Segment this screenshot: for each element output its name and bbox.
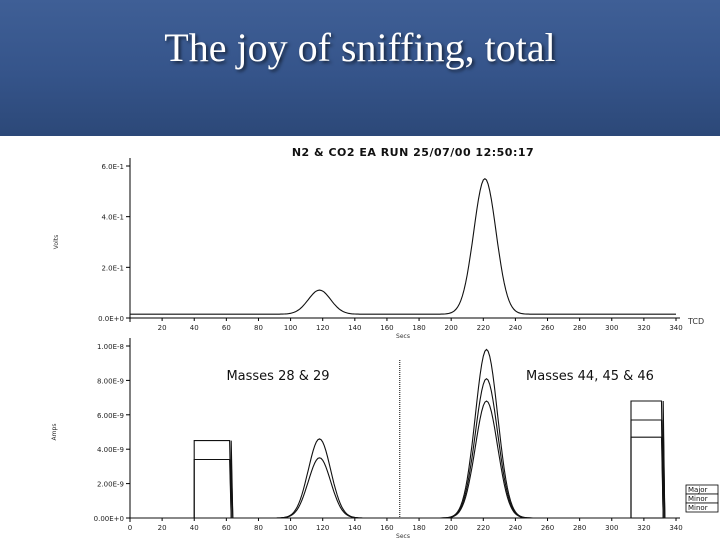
title-banner: [0, 0, 720, 136]
upper-x-tick-label: 240: [509, 324, 522, 332]
upper-y-tick-label: 2.0E-1: [101, 264, 124, 272]
lower-x-tick-label: 40: [190, 524, 199, 532]
upper-x-tick-label: 140: [348, 324, 361, 332]
right-axis-label: TCD: [687, 317, 704, 326]
upper-x-tick-label: 280: [573, 324, 586, 332]
slide-title: The joy of sniffing, total: [164, 25, 556, 70]
lower-y-tick-label: 8.00E-9: [97, 377, 124, 385]
legend-entry: Minor: [688, 504, 708, 512]
lower-y-tick-label: 2.00E-9: [97, 481, 124, 489]
lower-x-tick-label: 20: [158, 524, 167, 532]
lower-x-tick-label: 80: [254, 524, 263, 532]
lower-y-tick-label: 6.00E-9: [97, 412, 124, 420]
lower-x-tick-label: 0: [128, 524, 132, 532]
lower-y-tick-label: 0.00E+0: [94, 515, 124, 523]
lower-x-tick-label: 320: [637, 524, 650, 532]
upper-x-label: Secs: [396, 333, 410, 340]
upper-x-tick-label: 260: [541, 324, 554, 332]
lower-x-tick-label: 280: [573, 524, 586, 532]
lower-x-tick-label: 120: [316, 524, 329, 532]
lower-x-label: Secs: [396, 533, 410, 540]
legend-box: [685, 502, 719, 513]
lower-x-tick-label: 220: [477, 524, 490, 532]
upper-x-tick-label: 320: [637, 324, 650, 332]
upper-x-tick-label: 300: [605, 324, 618, 332]
upper-x-tick-label: 220: [477, 324, 490, 332]
chromatogram-figure: 0.0E+0 2.0E-1 4.0E-1 6.0E-1 20 40 60 80 100 120 14…: [0, 136, 720, 540]
lower-x-tick-label: 100: [284, 524, 297, 532]
lower-x-tick-label: 260: [541, 524, 554, 532]
lower-series-3-trace: [130, 400, 676, 519]
legend-entry: Minor: [688, 495, 708, 503]
lower-x-tick-label: 240: [509, 524, 522, 532]
upper-y-tick-label: 6.0E-1: [101, 163, 124, 171]
lower-x-tick-label: 60: [222, 524, 231, 532]
upper-x-tick-label: 340: [669, 324, 682, 332]
lower-y-label: Amps: [51, 424, 58, 441]
upper-x-tick-label: 200: [444, 324, 457, 332]
upper-x-tick-label: 100: [284, 324, 297, 332]
upper-x-tick-label: 120: [316, 324, 329, 332]
lower-y-tick-label: 1.00E-8: [97, 343, 124, 351]
lower-x-tick-label: 300: [605, 524, 618, 532]
lower-series-2-trace: [130, 377, 676, 519]
legend-entry: Major: [688, 486, 708, 494]
chromatogram-svg: 0.0E+0 2.0E-1 4.0E-1 6.0E-1 20 40 60 80 100 120 14…: [51, 146, 719, 540]
upper-y-tick-label: 0.0E+0: [98, 315, 124, 323]
upper-x-tick-label: 80: [254, 324, 263, 332]
lower-y-tick-label: 4.00E-9: [97, 446, 124, 454]
upper-x-tick-label: 180: [412, 324, 425, 332]
lower-x-tick-label: 160: [380, 524, 393, 532]
upper-x-tick-label: 60: [222, 324, 231, 332]
lower-x-tick-label: 180: [412, 524, 425, 532]
annotation-masses-44-45-46: Masses 44, 45 & 46: [526, 369, 654, 384]
upper-series-1-trace: [130, 177, 676, 315]
annotation-masses-28-29: Masses 28 & 29: [226, 369, 329, 384]
upper-x-tick-label: 40: [190, 324, 199, 332]
upper-x-tick-label: 20: [158, 324, 167, 332]
upper-y-label: Volts: [53, 235, 60, 249]
upper-x-tick-label: 160: [380, 324, 393, 332]
lower-x-tick-label: 340: [669, 524, 682, 532]
upper-y-tick-label: 4.0E-1: [101, 214, 124, 222]
lower-x-tick-label: 140: [348, 524, 361, 532]
lower-x-tick-label: 200: [444, 524, 457, 532]
chart-title: N2 & CO2 EA RUN 25/07/00 12:50:17: [292, 146, 534, 159]
